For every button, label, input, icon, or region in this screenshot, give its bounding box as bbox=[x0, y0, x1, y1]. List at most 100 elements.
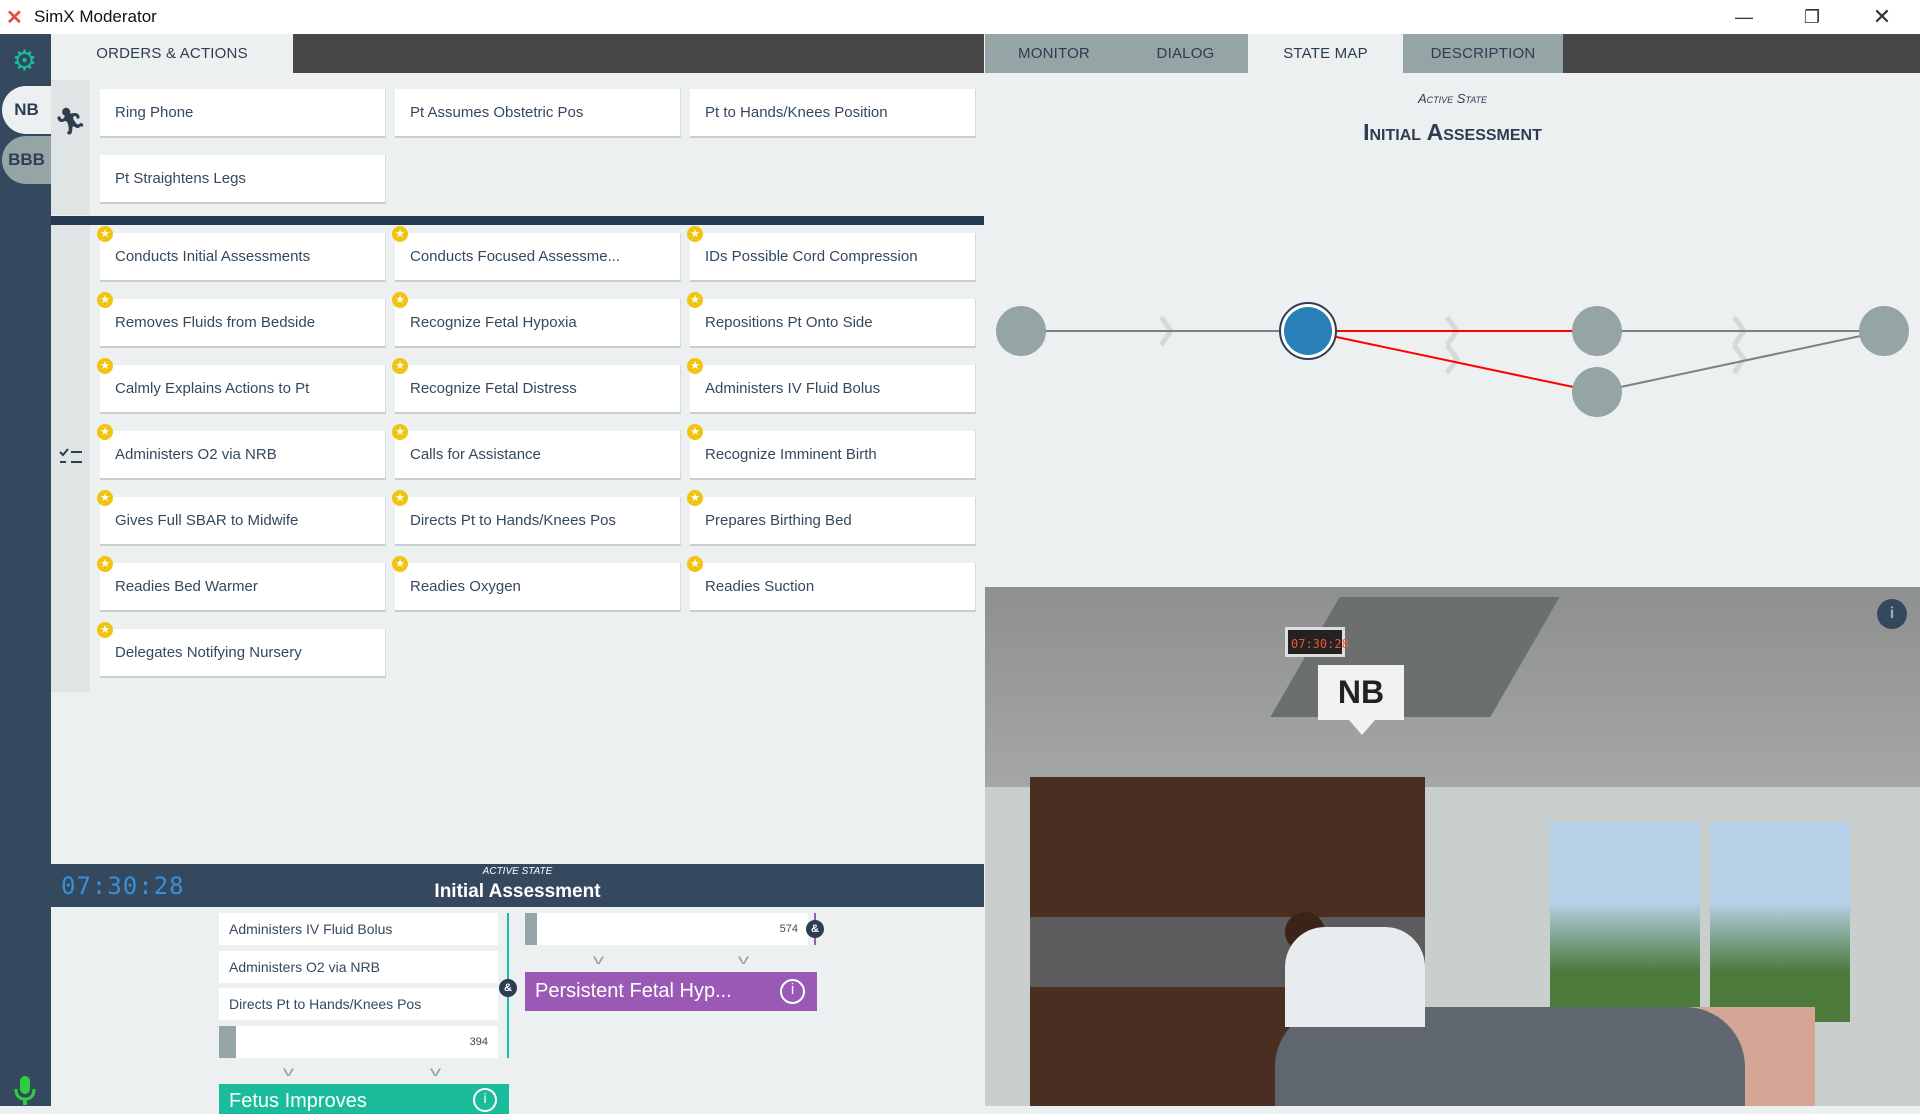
sign-pointer-icon bbox=[1349, 720, 1375, 735]
star-icon: ★ bbox=[392, 292, 408, 308]
assessment-button[interactable]: Gives Full SBAR to Midwife bbox=[100, 497, 386, 546]
chevron-down-icon: v bbox=[737, 951, 750, 967]
star-icon: ★ bbox=[392, 490, 408, 506]
target-state-persistent-fetal-hypoxia[interactable]: Persistent Fetal Hyp... i bbox=[525, 972, 817, 1011]
checklist-icon bbox=[59, 448, 82, 463]
running-person-icon: 🏃︎ bbox=[53, 106, 87, 136]
action-button[interactable]: Pt to Hands/Knees Position bbox=[690, 89, 976, 138]
session-timer: 07:30:28 bbox=[61, 872, 185, 900]
wall-clock: 07:30:28 bbox=[1285, 627, 1349, 657]
patient-sidebar: ⚙ NB BBB bbox=[0, 34, 51, 1106]
tab-description[interactable]: DESCRIPTION bbox=[1403, 34, 1563, 73]
action-button[interactable]: Ring Phone bbox=[100, 89, 386, 138]
arrow-icon bbox=[1444, 343, 1461, 375]
patient-gown bbox=[1285, 927, 1425, 1027]
section-divider bbox=[51, 216, 984, 225]
state-node bbox=[1572, 367, 1622, 417]
and-badge: & bbox=[806, 920, 824, 938]
transition-edge bbox=[1596, 330, 1885, 393]
patient-label-sign: NB bbox=[1318, 665, 1404, 720]
state-map-active-label: Active State bbox=[1417, 91, 1488, 106]
assessment-button[interactable]: Delegates Notifying Nursery bbox=[100, 629, 386, 678]
microphone-icon[interactable] bbox=[13, 1076, 37, 1106]
and-badge: & bbox=[499, 979, 517, 997]
app-logo-icon: ✕ bbox=[6, 6, 23, 29]
state-map-title: Initial Assessment bbox=[1363, 119, 1542, 145]
patient-tab-nb[interactable]: NB bbox=[2, 86, 51, 134]
patient-tab-bbb[interactable]: BBB bbox=[2, 136, 51, 184]
active-state-name: Initial Assessment bbox=[434, 881, 601, 902]
condition-item[interactable]: Directs Pt to Hands/Knees Pos bbox=[219, 988, 498, 1020]
target-state-fetus-improves[interactable]: Fetus Improves i bbox=[219, 1084, 509, 1114]
star-icon: ★ bbox=[687, 556, 703, 572]
assessment-button[interactable]: Directs Pt to Hands/Knees Pos bbox=[395, 497, 681, 546]
assessment-button[interactable]: Calls for Assistance bbox=[395, 431, 681, 480]
star-icon: ★ bbox=[392, 358, 408, 374]
title-bar: ✕ SimX Moderator bbox=[0, 0, 1920, 34]
tab-monitor[interactable]: MONITOR bbox=[985, 34, 1123, 73]
restore-button[interactable]: ❐ bbox=[1803, 6, 1821, 27]
assessment-button[interactable]: Administers IV Fluid Bolus bbox=[690, 365, 976, 414]
minimize-button[interactable]: — bbox=[1735, 6, 1753, 27]
star-icon: ★ bbox=[97, 226, 113, 242]
star-icon: ★ bbox=[687, 226, 703, 242]
condition-item[interactable]: Administers O2 via NRB bbox=[219, 951, 498, 983]
star-icon: ★ bbox=[687, 490, 703, 506]
gear-icon[interactable]: ⚙ bbox=[12, 45, 38, 76]
assessment-button[interactable]: Recognize Fetal Hypoxia bbox=[395, 299, 681, 348]
actions-icon-column: 🏃︎ bbox=[51, 80, 90, 215]
orders-actions-panel: ORDERS & ACTIONS 🏃︎ Ring Phone Pt Assumes… bbox=[51, 34, 984, 864]
timer-condition[interactable]: 394 bbox=[219, 1026, 498, 1058]
chevron-down-icon: v bbox=[429, 1063, 442, 1079]
info-icon[interactable]: i bbox=[473, 1088, 497, 1112]
condition-item[interactable]: Administers IV Fluid Bolus bbox=[219, 913, 498, 945]
assessment-button[interactable]: Removes Fluids from Bedside bbox=[100, 299, 386, 348]
timer-condition[interactable]: 574 bbox=[525, 913, 808, 945]
assessment-button[interactable]: Conducts Focused Assessme... bbox=[395, 233, 681, 282]
star-icon: ★ bbox=[97, 490, 113, 506]
assessment-button[interactable]: Administers O2 via NRB bbox=[100, 431, 386, 480]
action-button[interactable]: Pt Assumes Obstetric Pos bbox=[395, 89, 681, 138]
info-icon[interactable]: i bbox=[780, 979, 805, 1004]
transition-panel: Administers IV Fluid Bolus Administers O… bbox=[51, 907, 984, 1114]
active-state-node bbox=[1284, 307, 1332, 355]
active-state-bar: 07:30:28 ACTIVE STATE Initial Assessment bbox=[51, 864, 984, 907]
tab-dialog[interactable]: DIALOG bbox=[1123, 34, 1248, 73]
window-title: SimX Moderator bbox=[34, 7, 157, 26]
arrow-icon bbox=[1731, 343, 1748, 375]
checklist-icon-column bbox=[51, 225, 90, 692]
star-icon: ★ bbox=[97, 292, 113, 308]
assessment-button[interactable]: Prepares Birthing Bed bbox=[690, 497, 976, 546]
state-node bbox=[996, 306, 1046, 356]
active-transition-edge bbox=[1307, 330, 1598, 393]
chevron-down-icon: v bbox=[282, 1063, 295, 1079]
star-icon: ★ bbox=[392, 424, 408, 440]
state-node bbox=[1859, 306, 1909, 356]
assessment-button[interactable]: Conducts Initial Assessments bbox=[100, 233, 386, 282]
close-button[interactable]: ✕ bbox=[1872, 4, 1892, 29]
3d-simulation-view[interactable]: 07:30:28 NB i bbox=[985, 587, 1920, 1106]
state-map-panel: Active State Initial Assessment bbox=[985, 73, 1920, 587]
timer-progress-fill bbox=[525, 913, 537, 945]
window-frame bbox=[1700, 822, 1710, 1022]
star-icon: ★ bbox=[687, 424, 703, 440]
assessment-button[interactable]: Readies Bed Warmer bbox=[100, 563, 386, 612]
assessment-button[interactable]: Recognize Fetal Distress bbox=[395, 365, 681, 414]
star-icon: ★ bbox=[687, 292, 703, 308]
chevron-down-icon: v bbox=[592, 951, 605, 967]
state-map-graph bbox=[996, 302, 1909, 417]
timer-progress-fill bbox=[219, 1026, 236, 1058]
assessment-button[interactable]: Readies Oxygen bbox=[395, 563, 681, 612]
info-icon[interactable]: i bbox=[1877, 599, 1907, 629]
tab-orders-actions[interactable]: ORDERS & ACTIONS bbox=[51, 34, 293, 73]
tab-state-map[interactable]: STATE MAP bbox=[1248, 34, 1403, 73]
star-icon: ★ bbox=[392, 226, 408, 242]
assessment-button[interactable]: Calmly Explains Actions to Pt bbox=[100, 365, 386, 414]
assessment-button[interactable]: Recognize Imminent Birth bbox=[690, 431, 976, 480]
assessment-button[interactable]: IDs Possible Cord Compression bbox=[690, 233, 976, 282]
star-icon: ★ bbox=[97, 556, 113, 572]
assessment-button[interactable]: Readies Suction bbox=[690, 563, 976, 612]
timer-value: 574 bbox=[779, 923, 798, 935]
action-button[interactable]: Pt Straightens Legs bbox=[100, 155, 386, 204]
assessment-button[interactable]: Repositions Pt Onto Side bbox=[690, 299, 976, 348]
